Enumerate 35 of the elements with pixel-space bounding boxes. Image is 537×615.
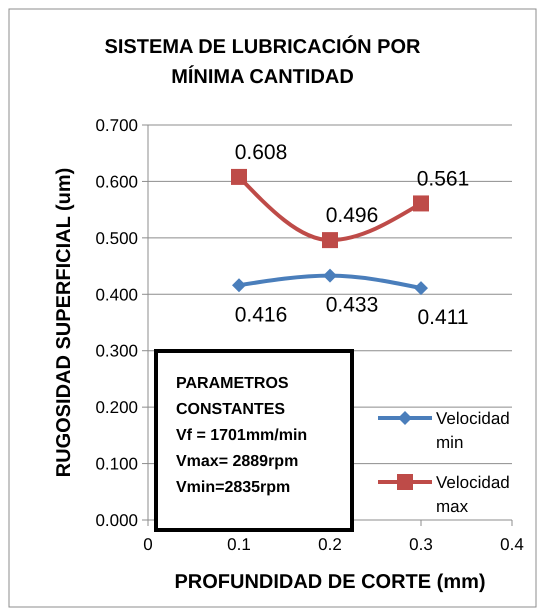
y-tick-label: 0.500 bbox=[95, 228, 138, 248]
x-tick-label: 0.3 bbox=[409, 535, 433, 554]
y-tick-label: 0.600 bbox=[95, 172, 138, 192]
legend-label: Velocidad max bbox=[436, 473, 510, 516]
annotation: Vmax= 2889rpm bbox=[176, 453, 298, 470]
point bbox=[231, 168, 247, 185]
data-label: 0.496 bbox=[326, 204, 378, 228]
point bbox=[322, 232, 338, 248]
annotation: Vmin=2835rpm bbox=[176, 479, 290, 496]
point bbox=[323, 268, 337, 283]
x-tick-label: 0.1 bbox=[227, 535, 251, 554]
annotation: CONSTANTES bbox=[176, 401, 286, 418]
point bbox=[232, 278, 246, 292]
point bbox=[414, 281, 428, 296]
y-tick-label: 0.200 bbox=[95, 398, 138, 418]
x-tick-label: 0 bbox=[143, 535, 153, 554]
x-axis-title: PROFUNDIDAD DE CORTE (mm) bbox=[174, 571, 486, 593]
data-label: 0.608 bbox=[234, 140, 288, 164]
annotation: Vf = 1701mm/min bbox=[176, 427, 308, 444]
data-label: 0.416 bbox=[234, 303, 288, 326]
point bbox=[413, 195, 429, 212]
y-axis-title: RUGOSIDAD SUPERFICIAL (um) bbox=[53, 168, 75, 478]
y-tick-label: 0.700 bbox=[95, 116, 138, 135]
y-tick-label: 0.400 bbox=[95, 285, 138, 304]
chart-title: SISTEMA DE LUBRICACIÓN POR MÍNIMA CANTIDAD bbox=[104, 35, 422, 88]
y-tick-label: 0.300 bbox=[95, 342, 138, 361]
x-tick-label: 0.4 bbox=[500, 535, 524, 554]
x-tick-label: 0.2 bbox=[318, 535, 342, 554]
data-label: 0.561 bbox=[416, 167, 470, 190]
annotation: PARAMETROS bbox=[176, 375, 289, 392]
y-tick-label: 0.000 bbox=[95, 511, 138, 530]
data-label: 0.411 bbox=[418, 306, 468, 330]
y-tick-label: 0.100 bbox=[95, 454, 138, 474]
legend-label: Velocidad min bbox=[436, 409, 510, 452]
data-label: 0.433 bbox=[326, 294, 378, 317]
